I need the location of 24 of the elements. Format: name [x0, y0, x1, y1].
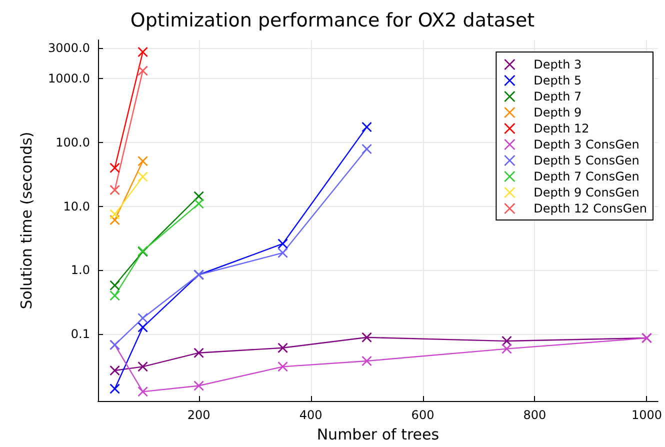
x-tick-label: 1000 — [631, 408, 662, 422]
x-tick-label: 200 — [187, 408, 210, 422]
x-axis-title: Number of trees — [316, 426, 440, 444]
y-tick-label: 0.1 — [70, 327, 90, 342]
x-tick-label: 800 — [523, 408, 546, 422]
y-tick-label: 100.0 — [56, 135, 90, 150]
legend-label: Depth 5 ConsGen — [534, 154, 640, 168]
legend-label: Depth 12 — [534, 122, 590, 136]
y-tick-label: 3000.0 — [48, 40, 90, 55]
x-tick-label: 400 — [299, 408, 322, 422]
legend-label: Depth 9 — [534, 106, 582, 120]
legend-label: Depth 7 — [534, 90, 582, 104]
legend-label: Depth 3 — [534, 58, 582, 72]
legend-label: Depth 9 ConsGen — [534, 186, 640, 200]
legend-label: Depth 12 ConsGen — [534, 202, 648, 216]
x-tick-label: 600 — [411, 408, 434, 422]
legend-label: Depth 3 ConsGen — [534, 138, 640, 152]
y-axis-title: Solution time (seconds) — [18, 132, 36, 310]
y-tick-label: 10.0 — [63, 199, 90, 214]
y-tick-label: 1.0 — [70, 263, 90, 278]
legend-label: Depth 7 ConsGen — [534, 170, 640, 184]
y-tick-label: 1000.0 — [48, 71, 90, 86]
legend-label: Depth 5 — [534, 74, 582, 88]
chart-title: Optimization performance for OX2 dataset — [130, 10, 535, 32]
